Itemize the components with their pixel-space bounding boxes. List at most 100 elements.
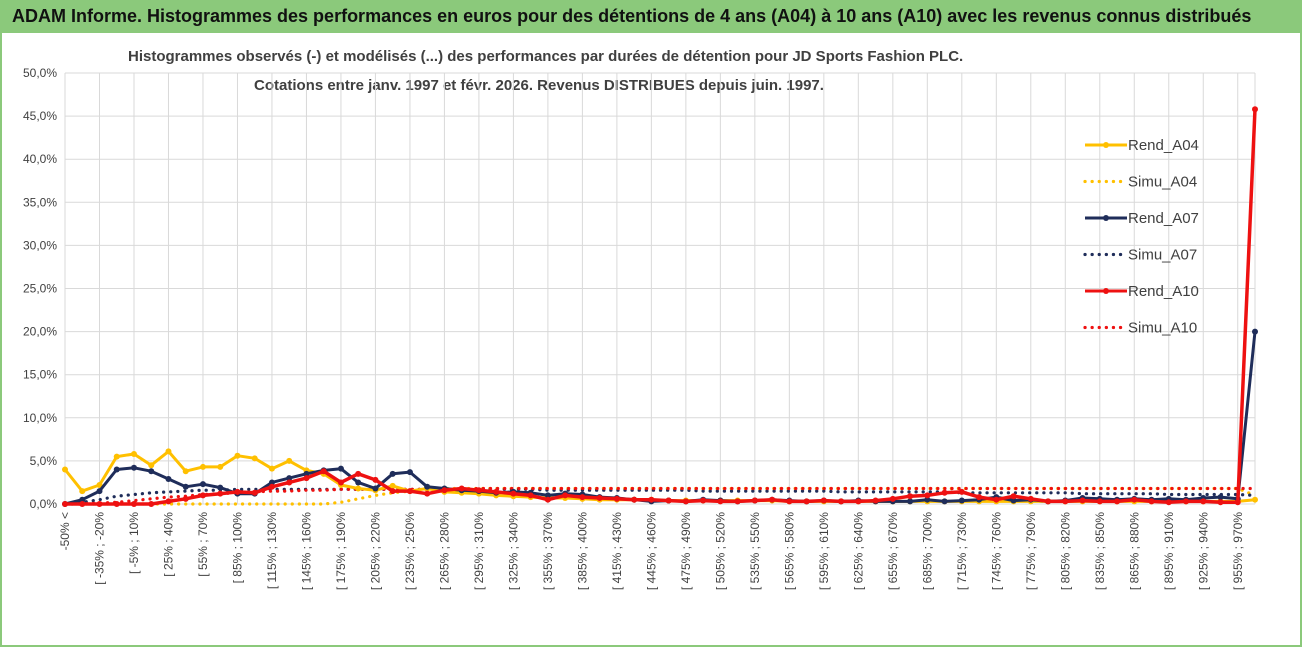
gridlines — [64, 72, 1256, 505]
data-point-Rend_A04 — [268, 465, 275, 472]
data-point-Rend_A10 — [1183, 498, 1190, 505]
x-tick-label: [ 265% ; 280% — [437, 512, 451, 590]
x-tick-label: [ 565% ; 580% — [782, 512, 796, 590]
data-point-Rend_A07 — [406, 469, 413, 476]
x-tick-label: [ 205% ; 220% — [368, 512, 382, 590]
data-point-Rend_A10 — [199, 492, 206, 499]
data-point-Rend_A10 — [717, 498, 724, 505]
x-tick-label: [ 955% ; 970% — [1231, 512, 1245, 590]
data-point-Rend_A10 — [855, 498, 862, 505]
data-point-Rend_A07 — [337, 465, 344, 472]
x-tick-label: [ 355% ; 370% — [541, 512, 555, 590]
data-point-Rend_A10 — [907, 493, 914, 500]
y-tick-label: 25,0% — [23, 282, 57, 296]
data-point-Rend_A10 — [424, 490, 431, 497]
data-point-Rend_A10 — [1010, 493, 1017, 500]
data-point-Rend_A10 — [1165, 499, 1172, 506]
data-point-Rend_A07 — [1217, 494, 1224, 501]
data-point-Rend_A07 — [96, 488, 103, 495]
x-tick-label: [ 625% ; 640% — [851, 512, 865, 590]
data-point-Rend_A10 — [958, 488, 965, 495]
data-point-Rend_A10 — [96, 501, 103, 507]
data-point-Rend_A07 — [130, 464, 137, 471]
data-point-Rend_A10 — [234, 488, 241, 495]
x-tick-label: [ 505% ; 520% — [713, 512, 727, 590]
x-tick-label: [ 385% ; 400% — [575, 512, 589, 590]
data-point-Rend_A10 — [337, 479, 344, 486]
data-point-Rend_A07 — [113, 466, 120, 473]
data-point-Rend_A10 — [406, 488, 413, 495]
data-point-Rend_A04 — [96, 482, 103, 489]
legend-marker-Rend_A04 — [1103, 142, 1109, 148]
chart-title-line1: Histogrammes observés (-) et modélisés (… — [128, 48, 964, 65]
data-point-Rend_A10 — [1045, 498, 1052, 505]
x-tick-label: [ 445% ; 460% — [644, 512, 658, 590]
data-point-Rend_A10 — [355, 470, 362, 477]
legend-marker-Rend_A07 — [1103, 215, 1109, 221]
legend-label: Rend_A07 — [1128, 210, 1199, 227]
data-point-Rend_A10 — [562, 492, 569, 499]
data-point-Rend_A07 — [199, 481, 206, 488]
data-point-Rend_A10 — [648, 496, 655, 503]
x-tick-label: [ 235% ; 250% — [403, 512, 417, 590]
data-point-Rend_A10 — [320, 468, 327, 475]
data-point-Rend_A10 — [820, 497, 827, 504]
data-point-Rend_A10 — [579, 494, 586, 501]
data-point-Rend_A10 — [1217, 499, 1224, 506]
x-tick-label: [ 85% ; 100% — [230, 512, 244, 584]
data-point-Rend_A04 — [199, 463, 206, 470]
x-tick-label: [ 715% ; 730% — [955, 512, 969, 590]
data-point-Rend_A10 — [1234, 499, 1241, 506]
data-point-Rend_A10 — [941, 489, 948, 496]
data-point-Rend_A10 — [148, 501, 155, 507]
data-point-Rend_A10 — [372, 476, 379, 483]
y-tick-label: 15,0% — [23, 368, 57, 382]
data-point-Rend_A10 — [838, 498, 845, 505]
x-tick-label: [ 805% ; 820% — [1058, 512, 1072, 590]
data-point-Rend_A10 — [1027, 495, 1034, 502]
data-point-Rend_A04 — [113, 453, 120, 460]
data-point-Rend_A10 — [613, 495, 620, 502]
x-tick-label: [ 25% ; 40% — [161, 512, 175, 577]
y-tick-label: 45,0% — [23, 109, 57, 123]
data-point-Rend_A07 — [286, 475, 293, 482]
data-point-Rend_A10 — [976, 494, 983, 501]
x-tick-label: [ -5% ; 10% — [127, 512, 141, 574]
data-point-Rend_A10 — [596, 494, 603, 501]
data-point-Rend_A10 — [458, 485, 465, 492]
legend-label: Simu_A04 — [1128, 174, 1197, 191]
y-tick-label: 10,0% — [23, 411, 57, 425]
data-point-Rend_A10 — [803, 498, 810, 505]
x-axis-ticks: -50% < [ -35% ; -20% [ -5% ; 10% [ 25% ; 40… — [58, 512, 1245, 590]
data-point-Rend_A04 — [148, 462, 155, 469]
data-point-Rend_A04 — [130, 451, 137, 458]
data-point-Rend_A07 — [958, 497, 965, 504]
data-point-Rend_A04 — [1252, 496, 1258, 503]
legend: Rend_A04 Simu_A04 Rend_A07 Simu_A07 Rend_A10… — [1083, 137, 1199, 337]
data-point-Rend_A10 — [751, 497, 758, 504]
data-point-Rend_A10 — [544, 496, 551, 503]
data-point-Rend_A07 — [544, 492, 551, 499]
x-tick-label: [ 535% ; 550% — [748, 512, 762, 590]
x-tick-label: [ 475% ; 490% — [679, 512, 693, 590]
data-point-Rend_A04 — [79, 488, 86, 495]
x-tick-label: [ 745% ; 760% — [989, 512, 1003, 590]
x-tick-label: [ 55% ; 70% — [196, 512, 210, 577]
x-tick-label: [ 685% ; 700% — [920, 512, 934, 590]
data-point-Rend_A07 — [165, 476, 172, 483]
data-point-Rend_A10 — [734, 498, 741, 505]
data-point-Rend_A10 — [1062, 498, 1069, 505]
data-point-Rend_A07 — [389, 470, 396, 477]
y-axis-ticks: 0,0% 5,0% 10,0% 15,0% 20,0% 25,0% 30,0% 35,0% 40… — [23, 66, 57, 511]
series-lines — [62, 106, 1258, 507]
data-point-Rend_A04 — [217, 463, 224, 470]
data-point-Rend_A07 — [79, 496, 86, 503]
x-tick-label: -50% < — [58, 512, 72, 550]
data-point-Rend_A10 — [475, 487, 482, 494]
data-point-Rend_A10 — [510, 490, 517, 497]
data-point-Rend_A10 — [79, 501, 86, 507]
data-point-Rend_A10 — [251, 489, 258, 496]
x-tick-label: [ 415% ; 430% — [610, 512, 624, 590]
